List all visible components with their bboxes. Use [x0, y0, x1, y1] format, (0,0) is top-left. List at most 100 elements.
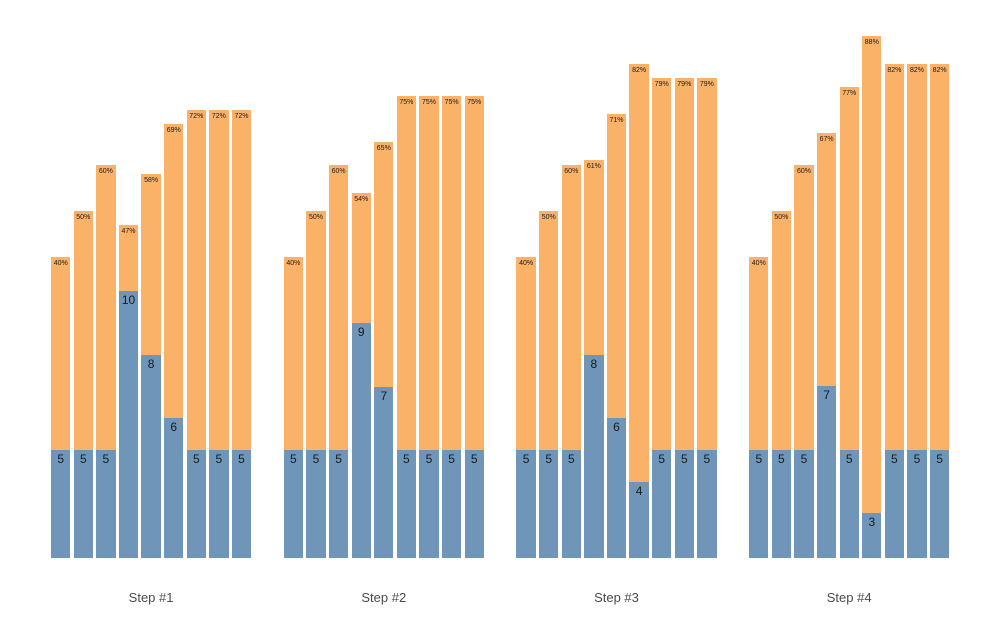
percent-label: 79%: [677, 80, 692, 88]
count-segment: 5: [51, 450, 71, 558]
count-segment: 4: [629, 481, 649, 558]
percent-label: 54%: [354, 195, 369, 203]
count-segment: 5: [929, 449, 950, 558]
bar-group2-item3: 60% 5: [328, 165, 349, 558]
count-segment: 5: [96, 450, 116, 558]
percent-label: 82%: [887, 66, 902, 74]
bar-group4-item5: 77% 5: [839, 86, 859, 558]
percent-label: 61%: [586, 163, 601, 171]
bar-group4-item2: 50% 5: [771, 211, 792, 558]
count-segment: 5: [749, 450, 769, 558]
percent-label: 50%: [308, 214, 323, 221]
percent-label: 72%: [234, 112, 249, 120]
percent-label: 72%: [189, 112, 204, 120]
bar-group3-item4: 61% 8: [584, 160, 604, 558]
percent-label: 82%: [932, 66, 947, 74]
count-segment: 5: [209, 449, 229, 558]
count-segment: 6: [606, 418, 627, 558]
count-label: 5: [192, 451, 200, 466]
bar-group3-item1: 40% 5: [516, 257, 536, 558]
percent-label: 79%: [654, 80, 669, 88]
count-label: 5: [335, 452, 342, 466]
count-label: 6: [170, 420, 178, 435]
count-segment: 5: [73, 450, 93, 558]
percent-label: 60%: [331, 168, 346, 175]
count-label: 5: [79, 452, 87, 466]
bar-group1-item1: 40% 5: [51, 257, 71, 558]
count-label: 5: [913, 451, 921, 466]
count-label: 5: [800, 452, 808, 466]
count-label: 5: [403, 452, 410, 466]
count-segment: 5: [539, 450, 559, 558]
count-label: 7: [380, 388, 388, 403]
percent-label: 65%: [376, 145, 391, 152]
bar-group4-item6: 88% 3: [862, 36, 882, 558]
bar-group1-item7: 72% 5: [186, 109, 206, 558]
percent-label: 72%: [211, 112, 226, 120]
bar-group3-item8: 79% 5: [674, 77, 694, 558]
bar-group1-item2: 50% 5: [73, 211, 93, 558]
percent-label: 47%: [121, 227, 136, 235]
percent-label: 75%: [467, 99, 482, 106]
count-label: 5: [545, 452, 553, 466]
percent-label: 67%: [819, 135, 834, 143]
percent-label: 40%: [519, 260, 534, 267]
count-segment: 5: [231, 449, 252, 558]
bar-group2-item8: 75% 5: [441, 96, 462, 558]
bar-group3-item3: 60% 5: [561, 165, 581, 558]
group-label-step4: Step #4: [826, 590, 872, 605]
percent-label: 60%: [796, 168, 811, 175]
percent-label: 50%: [541, 214, 556, 221]
percent-label: 69%: [166, 126, 181, 134]
bar-group4-item8: 82% 5: [907, 63, 927, 558]
count-segment: 5: [697, 449, 717, 558]
count-segment: 5: [186, 449, 206, 558]
bar-group2-item5: 65% 7: [374, 142, 394, 558]
count-label: 10: [121, 293, 136, 308]
count-segment: 5: [561, 450, 581, 558]
percent-label: 40%: [53, 260, 68, 267]
count-segment: 5: [884, 449, 905, 558]
count-label: 5: [703, 451, 711, 466]
count-segment: 5: [839, 449, 859, 558]
count-label: 5: [845, 451, 853, 466]
bar-group1-item3: 60% 5: [96, 165, 116, 558]
percent-label: 82%: [632, 66, 647, 74]
percent-label: 71%: [609, 117, 624, 125]
bar-group1-item5: 58% 8: [141, 174, 161, 558]
count-segment: 5: [306, 450, 326, 558]
count-label: 8: [147, 356, 155, 371]
bar-group1-item8: 72% 5: [209, 109, 229, 558]
count-label: 5: [215, 451, 223, 466]
count-segment: 6: [164, 418, 184, 558]
bar-group1-item4: 47% 10: [118, 224, 139, 558]
count-segment: 9: [351, 322, 371, 558]
count-label: 3: [868, 515, 876, 530]
bar-group2-item7: 75% 5: [419, 96, 439, 558]
percent-label: 60%: [98, 168, 113, 175]
bar-group2-item9: 75% 5: [464, 96, 484, 558]
count-label: 6: [613, 420, 620, 435]
count-segment: 5: [794, 450, 814, 558]
count-segment: 5: [441, 450, 462, 558]
percent-label: 40%: [751, 260, 766, 267]
bar-group4-item1: 40% 5: [749, 257, 769, 558]
count-segment: 5: [652, 449, 672, 558]
count-label: 5: [680, 451, 688, 466]
bar-group4-item9: 82% 5: [929, 63, 950, 558]
count-label: 5: [102, 452, 110, 466]
bar-group2-item2: 50% 5: [306, 211, 326, 558]
count-label: 5: [57, 452, 65, 466]
count-segment: 5: [907, 449, 927, 558]
count-label: 5: [312, 452, 320, 466]
bar-group3-item6: 82% 4: [629, 63, 649, 558]
count-label: 5: [567, 452, 575, 466]
count-segment: 5: [771, 450, 792, 558]
bar-group2-item1: 40% 5: [283, 257, 304, 558]
bar-group2-item6: 75% 5: [396, 96, 417, 558]
count-segment: 10: [118, 291, 139, 558]
percent-label: 75%: [399, 99, 414, 106]
count-label: 5: [290, 452, 297, 466]
count-label: 5: [658, 451, 666, 466]
